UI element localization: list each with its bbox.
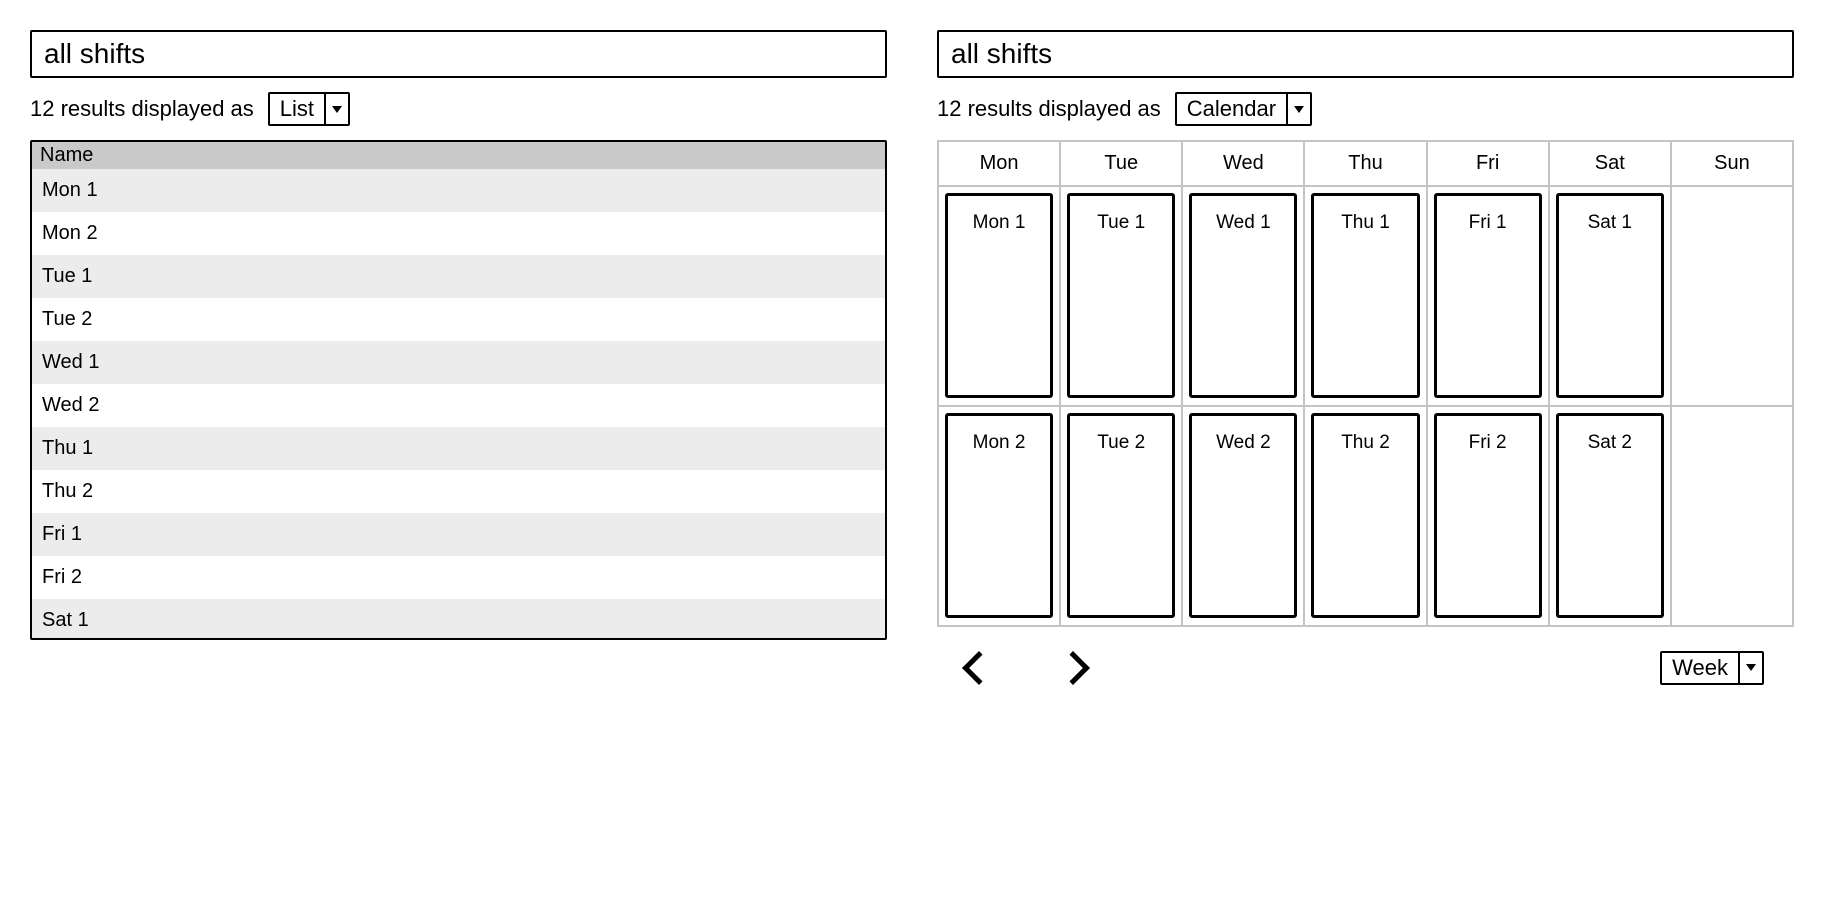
- table-row[interactable]: Fri 1: [32, 513, 885, 556]
- calendar-cell[interactable]: Wed 2: [1183, 407, 1305, 627]
- table-row[interactable]: Mon 1: [32, 169, 885, 212]
- chevron-down-icon: [1740, 653, 1762, 683]
- view-mode-label: List: [270, 94, 326, 124]
- view-mode-label: Calendar: [1177, 94, 1288, 124]
- week-calendar: MonTueWedThuFriSatSun Mon 1Tue 1Wed 1Thu …: [937, 140, 1794, 627]
- table-row[interactable]: Thu 2: [32, 470, 885, 513]
- list-view-panel: 12 results displayed as List Name Mon 1M…: [30, 30, 887, 640]
- table-row[interactable]: Tue 1: [32, 255, 885, 298]
- results-meta: 12 results displayed as List: [30, 92, 887, 126]
- calendar-footer: Week: [937, 645, 1794, 690]
- calendar-event[interactable]: Wed 2: [1189, 413, 1297, 618]
- calendar-cell[interactable]: Mon 1: [939, 187, 1061, 407]
- calendar-cell[interactable]: [1672, 407, 1794, 627]
- next-week-button[interactable]: [1061, 645, 1085, 690]
- calendar-event[interactable]: Thu 2: [1311, 413, 1419, 618]
- calendar-day-header: Mon: [939, 142, 1061, 187]
- calendar-cell[interactable]: Wed 1: [1183, 187, 1305, 407]
- table-row[interactable]: Mon 2: [32, 212, 885, 255]
- calendar-cell[interactable]: [1672, 187, 1794, 407]
- chevron-down-icon: [326, 94, 348, 124]
- table-row[interactable]: Wed 2: [32, 384, 885, 427]
- table-row[interactable]: Fri 2: [32, 556, 885, 599]
- calendar-event[interactable]: Thu 1: [1311, 193, 1419, 398]
- table-row[interactable]: Thu 1: [32, 427, 885, 470]
- calendar-nav: [967, 645, 1085, 690]
- calendar-range-label: Week: [1662, 653, 1740, 683]
- calendar-event[interactable]: Tue 1: [1067, 193, 1175, 398]
- calendar-cell[interactable]: Thu 1: [1305, 187, 1427, 407]
- calendar-event[interactable]: Fri 1: [1434, 193, 1542, 398]
- calendar-event[interactable]: Mon 2: [945, 413, 1053, 618]
- calendar-event[interactable]: Mon 1: [945, 193, 1053, 398]
- calendar-event[interactable]: Sat 2: [1556, 413, 1664, 618]
- table-header-name: Name: [32, 142, 885, 169]
- calendar-cell[interactable]: Fri 2: [1428, 407, 1550, 627]
- calendar-day-header: Sat: [1550, 142, 1672, 187]
- table-row[interactable]: Wed 1: [32, 341, 885, 384]
- chevron-right-icon: [1056, 651, 1090, 685]
- calendar-cell[interactable]: Tue 1: [1061, 187, 1183, 407]
- table-row[interactable]: Tue 2: [32, 298, 885, 341]
- calendar-event[interactable]: Wed 1: [1189, 193, 1297, 398]
- calendar-cell[interactable]: Tue 2: [1061, 407, 1183, 627]
- calendar-day-header: Wed: [1183, 142, 1305, 187]
- calendar-cell[interactable]: Sat 2: [1550, 407, 1672, 627]
- calendar-day-header: Sun: [1672, 142, 1794, 187]
- search-input[interactable]: [937, 30, 1794, 78]
- calendar-event[interactable]: Tue 2: [1067, 413, 1175, 618]
- search-input[interactable]: [30, 30, 887, 78]
- calendar-cell[interactable]: Thu 2: [1305, 407, 1427, 627]
- table-row[interactable]: Sat 1: [32, 599, 885, 640]
- calendar-day-header: Fri: [1428, 142, 1550, 187]
- chevron-down-icon: [1288, 94, 1310, 124]
- results-list-table: Name Mon 1Mon 2Tue 1Tue 2Wed 1Wed 2Thu 1…: [30, 140, 887, 640]
- view-mode-dropdown[interactable]: List: [268, 92, 350, 126]
- calendar-cell[interactable]: Fri 1: [1428, 187, 1550, 407]
- results-count-text: 12 results displayed as: [30, 96, 254, 122]
- chevron-left-icon: [962, 651, 996, 685]
- prev-week-button[interactable]: [967, 645, 991, 690]
- calendar-event[interactable]: Fri 2: [1434, 413, 1542, 618]
- calendar-cell[interactable]: Mon 2: [939, 407, 1061, 627]
- calendar-event[interactable]: Sat 1: [1556, 193, 1664, 398]
- calendar-day-header: Tue: [1061, 142, 1183, 187]
- calendar-range-dropdown[interactable]: Week: [1660, 651, 1764, 685]
- calendar-day-header: Thu: [1305, 142, 1427, 187]
- calendar-view-panel: 12 results displayed as Calendar MonTueW…: [937, 30, 1794, 690]
- view-mode-dropdown[interactable]: Calendar: [1175, 92, 1312, 126]
- results-meta: 12 results displayed as Calendar: [937, 92, 1794, 126]
- calendar-cell[interactable]: Sat 1: [1550, 187, 1672, 407]
- results-count-text: 12 results displayed as: [937, 96, 1161, 122]
